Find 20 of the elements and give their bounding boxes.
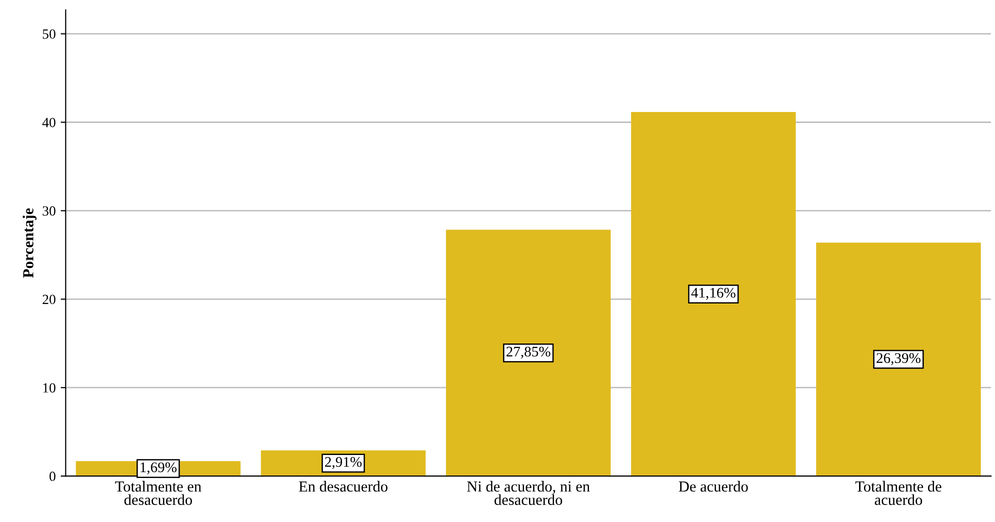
data-label: 2,91% [325,457,362,469]
bar [631,112,796,476]
data-label: 26,39% [876,353,920,366]
y-tick-label: 50 [42,29,56,39]
data-label: 1,69% [140,462,177,474]
x-tick-label: De acuerdo [678,480,748,492]
y-tick-label: 10 [43,383,56,393]
bar [816,242,981,476]
data-label: 27,85% [506,346,550,359]
x-tick-label: Totalmente de acuerdo [855,480,942,505]
x-tick-label: Totalmente en desacuerdo [115,480,202,505]
bar [446,230,611,476]
x-tick-label: Ni de acuerdo, ni en desacuerdo [467,480,590,505]
x-tick-label: En desacuerdo [298,480,388,492]
y-tick-label: 30 [42,206,56,216]
y-axis-title: Porcentaje [22,208,37,278]
y-tick-label: 40 [42,118,56,128]
y-tick-label: 20 [42,294,56,304]
y-tick-label: 0 [50,472,56,482]
data-label: 41,16% [691,288,736,300]
